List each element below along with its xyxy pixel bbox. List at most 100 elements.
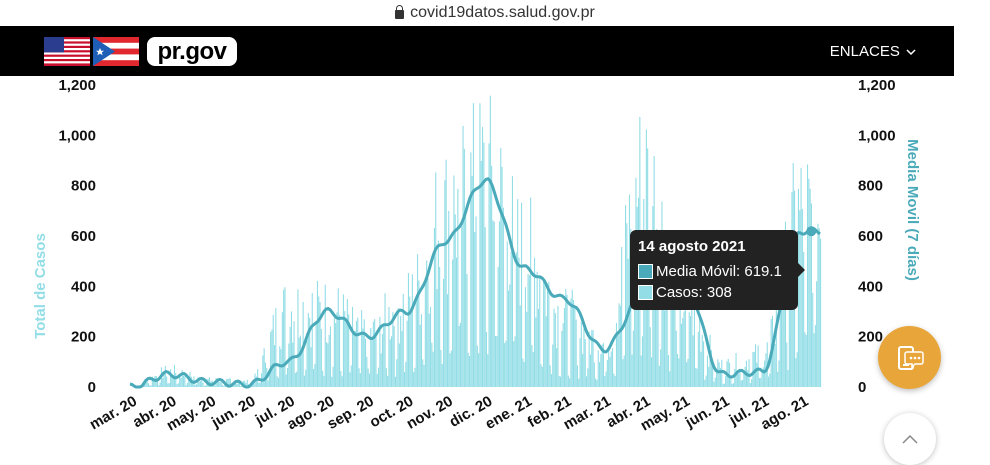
case-bar <box>160 382 161 387</box>
case-bar <box>494 222 495 387</box>
case-bar <box>595 378 596 387</box>
case-bar <box>473 103 474 387</box>
case-bar <box>478 353 479 387</box>
enlaces-menu[interactable]: ENLACES <box>830 43 916 60</box>
case-bar <box>399 344 400 388</box>
case-bar <box>537 272 538 387</box>
case-bar <box>721 360 722 387</box>
case-bar <box>178 383 179 387</box>
case-bar <box>509 285 510 388</box>
case-bar <box>788 370 789 387</box>
case-bar <box>723 384 724 387</box>
y-tick-right-label: 800 <box>858 178 883 195</box>
case-bar <box>733 383 734 387</box>
y-tick-right-label: 1,000 <box>858 127 896 144</box>
case-bar <box>170 369 171 387</box>
case-bar <box>175 373 176 387</box>
case-bar <box>262 355 263 387</box>
case-bar <box>323 376 324 387</box>
case-bar <box>162 378 163 387</box>
tooltip-line-row: Media Móvil: 619.1 <box>638 261 790 282</box>
case-bar <box>312 293 313 387</box>
case-bar <box>762 371 763 387</box>
case-bar <box>349 372 350 387</box>
case-bar <box>613 374 614 387</box>
case-bar <box>526 312 527 387</box>
case-bar <box>236 384 237 387</box>
case-bar <box>576 320 577 388</box>
case-bar <box>747 370 748 387</box>
case-bar <box>456 258 457 388</box>
case-bar <box>573 300 574 387</box>
case-bar <box>521 203 522 387</box>
case-bar <box>304 376 305 387</box>
case-bar <box>622 359 623 387</box>
case-bar <box>624 356 625 388</box>
case-bar <box>464 149 465 387</box>
case-bar <box>612 348 613 387</box>
case-bar <box>786 343 787 388</box>
case-bar <box>581 322 582 387</box>
case-bar <box>799 210 800 387</box>
pr-gov-logo[interactable]: pr.gov <box>147 37 237 66</box>
case-bar <box>724 384 725 387</box>
tooltip-line-value: Media Móvil: 619.1 <box>656 263 782 280</box>
lock-icon <box>395 10 404 19</box>
case-bar <box>400 316 401 387</box>
case-bar <box>596 380 597 387</box>
case-bar <box>442 364 443 387</box>
case-bar <box>548 282 549 387</box>
case-bar <box>342 376 343 387</box>
case-bar <box>158 385 159 387</box>
case-bar <box>505 341 506 387</box>
case-bar <box>498 267 499 387</box>
case-bar <box>270 332 271 387</box>
case-bar <box>373 322 374 387</box>
case-bar <box>577 365 578 387</box>
case-bar <box>305 370 306 387</box>
case-bar <box>502 167 503 387</box>
case-bar <box>165 366 166 387</box>
case-bar <box>196 384 197 387</box>
case-bar <box>268 381 269 388</box>
case-bar <box>752 352 753 387</box>
case-bar <box>386 368 387 387</box>
case-bar <box>760 378 761 387</box>
case-bar <box>698 332 699 387</box>
case-bar <box>416 301 417 387</box>
case-bar <box>360 373 361 387</box>
y-tick-left-label: 0 <box>88 379 96 396</box>
case-bar <box>817 224 818 387</box>
case-bar <box>551 374 552 387</box>
case-bar <box>677 354 678 387</box>
case-bar <box>352 307 353 387</box>
browser-url-bar[interactable]: covid19datos.salud.gov.pr <box>0 0 990 26</box>
case-bar <box>804 332 805 387</box>
case-bar <box>317 281 318 387</box>
case-bar <box>699 318 700 387</box>
y-tick-right-label: 400 <box>858 278 883 295</box>
case-bar <box>294 321 295 387</box>
case-bar <box>749 359 750 387</box>
case-bar <box>295 373 296 387</box>
case-bar <box>742 380 743 387</box>
case-bar <box>313 369 314 387</box>
case-bar <box>300 336 301 388</box>
chat-button[interactable] <box>878 326 941 389</box>
case-bar <box>697 369 698 387</box>
case-bar <box>151 386 152 388</box>
scroll-top-button[interactable] <box>884 413 936 465</box>
case-bar <box>356 321 357 387</box>
case-bar <box>503 208 504 387</box>
case-bar <box>413 372 414 387</box>
case-bar <box>695 368 696 387</box>
case-bar <box>599 362 600 387</box>
case-bar <box>719 362 720 387</box>
case-bar <box>758 346 759 388</box>
case-bar <box>269 374 270 387</box>
case-bar <box>177 384 178 387</box>
x-tick-label: mar. 20 <box>87 393 140 434</box>
case-bar <box>569 378 570 387</box>
case-bar <box>195 385 196 387</box>
